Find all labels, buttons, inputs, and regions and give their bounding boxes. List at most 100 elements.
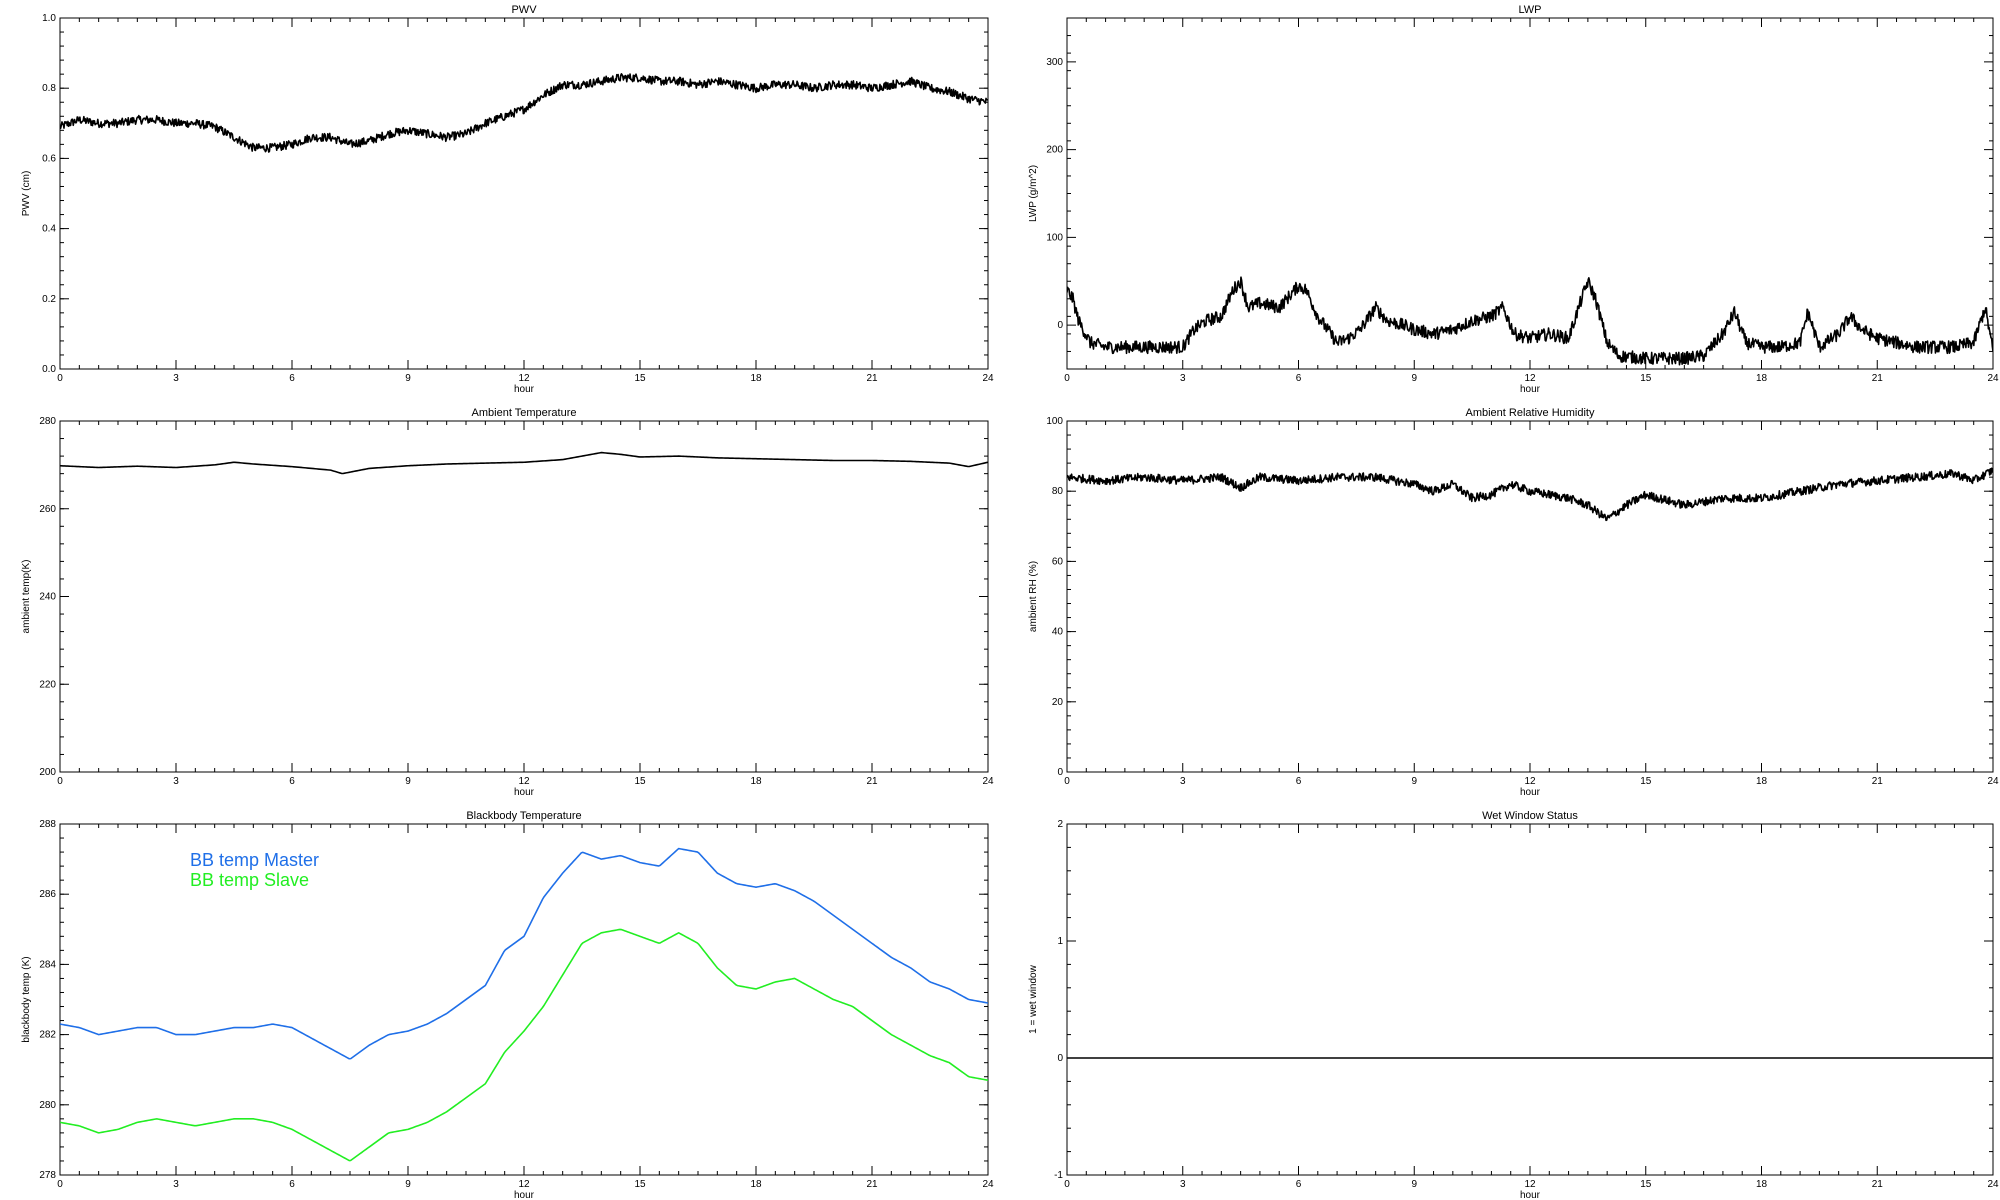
- y-tick-label: 280: [39, 416, 56, 427]
- y-axis-label: 1 = wet window: [1028, 964, 1039, 1033]
- series-line-lwp: [1067, 276, 1993, 366]
- y-tick-label: 0: [1057, 1053, 1063, 1064]
- plot-frame: [59, 420, 989, 773]
- x-tick-label: 18: [1756, 373, 1768, 384]
- x-tick-label: 18: [750, 373, 762, 384]
- y-axis-label: PWV (cm): [21, 171, 32, 217]
- y-tick-label: 200: [1046, 145, 1063, 156]
- x-axis-label: hour: [1520, 1190, 1541, 1200]
- chart-title: Ambient Relative Humidity: [1466, 407, 1595, 419]
- x-tick-label: 6: [1296, 776, 1302, 787]
- x-tick-label: 3: [173, 776, 179, 787]
- chart-title: Wet Window Status: [1482, 810, 1578, 822]
- x-tick-label: 24: [982, 1179, 994, 1190]
- x-tick-label: 3: [1180, 1179, 1186, 1190]
- series-line-ambient-temperature: [60, 451, 988, 475]
- x-axis-label: hour: [514, 787, 535, 798]
- legend-entry: BB temp Master: [190, 850, 319, 870]
- y-tick-label: 260: [39, 504, 56, 515]
- x-tick-label: 18: [1756, 1179, 1768, 1190]
- x-tick-label: 24: [1987, 776, 1999, 787]
- y-tick-label: 286: [39, 889, 56, 900]
- x-tick-label: 3: [173, 373, 179, 384]
- plot-frame: [1066, 823, 1994, 1176]
- x-tick-label: 12: [518, 776, 530, 787]
- x-tick-label: 0: [57, 373, 63, 384]
- y-tick-label: 0.6: [42, 153, 56, 164]
- x-tick-label: 6: [1296, 373, 1302, 384]
- x-tick-label: 15: [1640, 776, 1652, 787]
- x-tick-label: 18: [750, 776, 762, 787]
- legend-entry: BB temp Slave: [190, 870, 309, 890]
- x-tick-label: 15: [634, 1179, 646, 1190]
- x-tick-label: 9: [1411, 373, 1417, 384]
- y-tick-label: 60: [1052, 556, 1064, 567]
- chart-panel-lwp: 0 3 6 9 12 15 18 21 24 0 100 200 300 LWP hour LWP (g/m^…: [1028, 4, 1999, 395]
- x-tick-label: 15: [1640, 1179, 1652, 1190]
- y-tick-label: 1.0: [42, 13, 56, 24]
- y-axis-label: ambient RH (%): [1028, 561, 1039, 632]
- x-tick-label: 21: [866, 1179, 878, 1190]
- chart-title: Blackbody Temperature: [466, 810, 581, 822]
- y-tick-label: 0: [1057, 767, 1063, 778]
- y-tick-label: 240: [39, 592, 56, 603]
- x-tick-label: 6: [289, 373, 295, 384]
- y-tick-label: 2: [1057, 819, 1063, 830]
- y-tick-label: 40: [1052, 627, 1064, 638]
- x-axis-label: hour: [1520, 384, 1541, 395]
- x-tick-label: 12: [1524, 373, 1536, 384]
- y-tick-label: 20: [1052, 697, 1064, 708]
- y-tick-label: 100: [1046, 232, 1063, 243]
- x-tick-label: 24: [1987, 1179, 1999, 1190]
- series-line-pwv: [60, 73, 988, 153]
- series-line-bb-temp-master: [60, 847, 988, 1060]
- x-tick-label: 21: [1872, 373, 1884, 384]
- x-tick-label: 0: [1064, 1179, 1070, 1190]
- chart-panel-ambient-temperature: 0 3 6 9 12 15 18 21 24 200 220 240 260 280 Ambient Tem…: [21, 407, 994, 798]
- y-axis-label: LWP (g/m^2): [1028, 165, 1039, 222]
- x-tick-label: 0: [57, 776, 63, 787]
- x-tick-label: 3: [173, 1179, 179, 1190]
- y-tick-label: 0.4: [42, 224, 56, 235]
- x-tick-label: 6: [289, 776, 295, 787]
- y-tick-label: 280: [39, 1100, 56, 1111]
- y-tick-label: 200: [39, 767, 56, 778]
- x-tick-label: 18: [1756, 776, 1768, 787]
- x-tick-label: 24: [1987, 373, 1999, 384]
- y-tick-label: 1: [1057, 936, 1063, 947]
- x-tick-label: 24: [982, 373, 994, 384]
- x-tick-label: 6: [1296, 1179, 1302, 1190]
- x-tick-label: 21: [1872, 776, 1884, 787]
- x-tick-label: 21: [866, 373, 878, 384]
- y-tick-label: 0.0: [42, 364, 56, 375]
- plot-frame: [59, 17, 989, 370]
- y-tick-label: 100: [1046, 416, 1063, 427]
- x-tick-label: 15: [634, 373, 646, 384]
- y-axis-label: ambient temp(K): [21, 560, 32, 634]
- x-tick-label: 3: [1180, 776, 1186, 787]
- x-axis-label: hour: [1520, 787, 1541, 798]
- x-tick-label: 9: [1411, 1179, 1417, 1190]
- y-tick-label: 282: [39, 1030, 56, 1041]
- x-tick-label: 21: [1872, 1179, 1884, 1190]
- x-tick-label: 9: [405, 1179, 411, 1190]
- x-tick-label: 0: [57, 1179, 63, 1190]
- chart-title: Ambient Temperature: [472, 407, 577, 419]
- x-tick-label: 18: [750, 1179, 762, 1190]
- series-line-bb-temp-slave: [60, 928, 988, 1162]
- y-axis-label: blackbody temp (K): [21, 956, 32, 1042]
- y-tick-label: 300: [1046, 57, 1063, 68]
- x-axis-label: hour: [514, 1190, 535, 1200]
- y-tick-label: 0: [1057, 320, 1063, 331]
- x-axis-label: hour: [514, 384, 535, 395]
- x-tick-label: 0: [1064, 776, 1070, 787]
- series-line-ambient-relative-humidity: [1067, 467, 1993, 522]
- x-tick-label: 9: [405, 776, 411, 787]
- x-tick-label: 3: [1180, 373, 1186, 384]
- x-tick-label: 15: [634, 776, 646, 787]
- chart-panel-blackbody-temperature: 0 3 6 9 12 15 18 21 24 278 280 282 284 286 288 Blackbod…: [21, 810, 994, 1200]
- x-tick-label: 9: [405, 373, 411, 384]
- x-tick-label: 9: [1411, 776, 1417, 787]
